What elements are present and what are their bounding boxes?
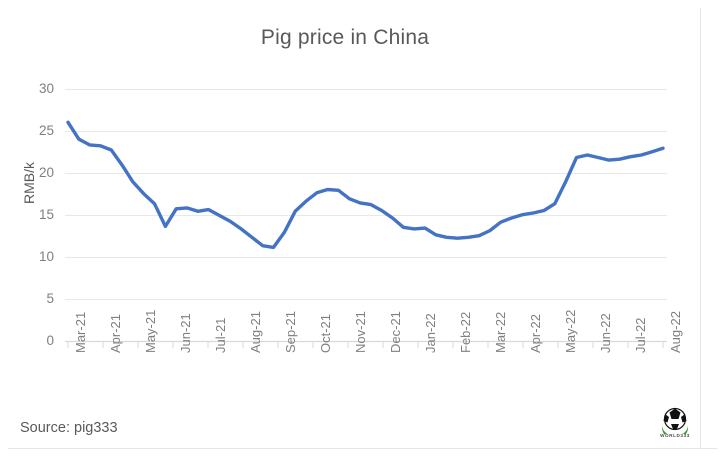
figure-bottom-border [8,448,717,449]
y-tick-20: 20 [38,165,54,180]
y-tick-0: 0 [46,333,54,348]
x-tick-jun-22: Jun-22 [598,313,613,353]
x-tick-nov-21: Nov-21 [353,311,368,353]
x-tick-apr-21: Apr-21 [108,313,123,353]
globe-icon [662,407,688,434]
y-tick-5: 5 [46,291,54,306]
logo-text: WORLD333 [660,433,690,438]
figure-right-border [700,8,701,448]
data-series-line [66,120,665,250]
world-globe-logo: WORLD333 [652,406,698,446]
x-tick-dec-21: Dec-21 [388,311,403,353]
x-tick-jul-21: Jul-21 [213,317,228,353]
gridlines [65,89,667,300]
x-tick-feb-22: Feb-22 [458,311,473,353]
source-note: Source: pig333 [20,420,118,436]
x-tick-mar-22: Mar-22 [493,311,508,353]
x-tick-oct-21: Oct-21 [318,313,333,353]
x-axis-ticks [67,341,664,348]
x-tick-jun-21: Jun-21 [178,313,193,353]
y-tick-10: 10 [38,249,54,264]
y-tick-30: 30 [38,81,54,96]
x-tick-apr-22: Apr-22 [528,313,543,353]
x-tick-mar-21: Mar-21 [73,311,88,353]
y-tick-15: 15 [38,207,54,222]
y-tick-25: 25 [38,123,54,138]
x-tick-jan-22: Jan-22 [423,313,438,353]
x-tick-sep-21: Sep-21 [283,311,298,353]
x-tick-may-22: May-22 [563,309,578,353]
x-tick-may-21: May-21 [143,309,158,353]
x-tick-jul-22: Jul-22 [633,317,648,353]
x-tick-aug-22: Aug-22 [668,311,683,353]
chart-title: Pig price in China [260,26,430,49]
x-tick-aug-21: Aug-21 [248,311,263,353]
